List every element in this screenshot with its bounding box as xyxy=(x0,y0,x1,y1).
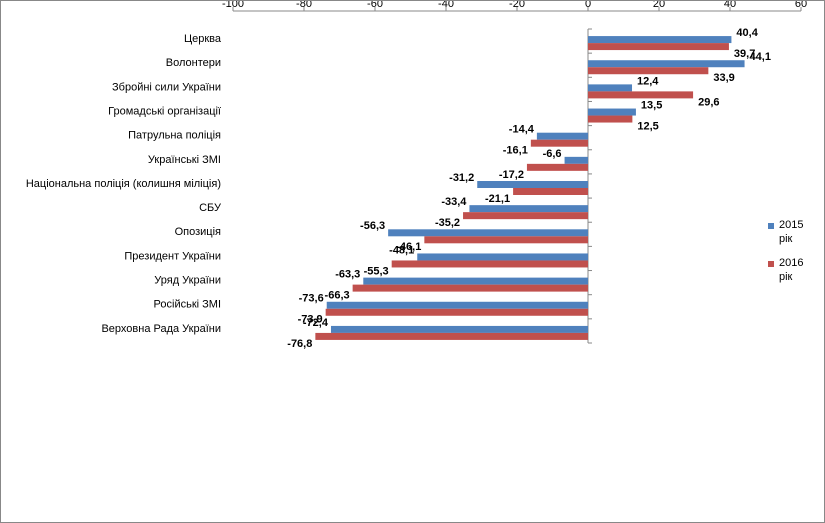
bar xyxy=(315,332,588,340)
value-label: -21,1 xyxy=(485,193,510,205)
x-tick-label: -80 xyxy=(296,1,312,10)
bar xyxy=(588,91,694,99)
bar xyxy=(463,212,588,220)
x-tick-label: -60 xyxy=(367,1,383,10)
bar xyxy=(477,181,588,188)
value-label: -6,6 xyxy=(543,148,562,160)
bar xyxy=(536,132,588,140)
bar xyxy=(588,108,636,116)
y-tick-label: Збройні сили України xyxy=(112,81,221,93)
y-tick-label: Російські ЗМІ xyxy=(154,299,221,311)
x-tick-label: -100 xyxy=(222,1,244,10)
bar xyxy=(530,139,588,147)
bar xyxy=(513,188,588,195)
y-tick-label: Волонтери xyxy=(166,57,221,69)
value-label: 13,5 xyxy=(641,99,662,111)
legend-swatch xyxy=(768,261,774,267)
bar xyxy=(588,115,633,123)
y-tick-label: Національна поліція (колишня міліція) xyxy=(26,178,221,190)
y-tick-label: Опозиція xyxy=(175,226,221,238)
value-label: 39,7 xyxy=(734,48,755,60)
value-label: -56,3 xyxy=(360,220,385,232)
y-tick-label: СБУ xyxy=(199,202,222,214)
value-label: -17,2 xyxy=(499,169,524,181)
value-label: 40,4 xyxy=(736,27,758,39)
x-tick-label: 40 xyxy=(724,1,736,10)
y-tick-label: Громадські організації xyxy=(108,105,221,117)
bar xyxy=(588,60,745,68)
bar xyxy=(352,284,588,292)
y-tick-label: Патрульна поліція xyxy=(128,130,221,142)
value-label: 12,4 xyxy=(637,75,659,87)
value-label: 12,5 xyxy=(637,120,658,132)
legend-label: 2016 рік xyxy=(779,257,804,283)
bar xyxy=(526,163,588,171)
bar xyxy=(588,36,732,44)
y-tick-label: Верховна Рада України xyxy=(101,323,221,335)
legend-label: 2015 рік xyxy=(779,219,804,245)
value-label: 29,6 xyxy=(698,96,719,108)
value-label: -66,3 xyxy=(325,290,350,302)
bar xyxy=(424,236,588,244)
y-tick-label: Уряд України xyxy=(154,275,221,287)
value-label: -55,3 xyxy=(364,265,389,277)
x-tick-label: -20 xyxy=(509,1,525,10)
value-label: -73,6 xyxy=(299,293,324,305)
bar xyxy=(363,277,588,285)
bar xyxy=(588,67,709,75)
bar xyxy=(330,325,588,333)
value-label: -48,1 xyxy=(389,244,414,256)
y-tick-label: Церква xyxy=(184,33,222,45)
value-label: 44,1 xyxy=(750,51,771,63)
bar xyxy=(391,260,588,268)
value-label: 33,9 xyxy=(713,72,734,84)
value-label: -73,9 xyxy=(298,314,323,326)
bar xyxy=(388,229,588,237)
value-label: -72,4 xyxy=(303,317,329,329)
x-tick-label: 20 xyxy=(653,1,665,10)
bar xyxy=(326,301,588,309)
x-tick-label: 60 xyxy=(795,1,807,10)
bar xyxy=(417,253,588,261)
bar xyxy=(588,43,729,51)
value-label: -46,1 xyxy=(396,241,421,253)
value-label: -63,3 xyxy=(335,269,360,281)
x-tick-label: -40 xyxy=(438,1,454,10)
y-tick-label: Президент України xyxy=(124,250,221,262)
value-label: -31,2 xyxy=(449,172,474,184)
legend-swatch xyxy=(768,223,774,229)
value-label: -16,1 xyxy=(503,145,528,157)
value-label: -33,4 xyxy=(441,196,467,208)
bar xyxy=(588,84,633,92)
y-tick-label: Українські ЗМІ xyxy=(148,154,221,166)
bar xyxy=(564,156,588,164)
value-label: -14,4 xyxy=(509,124,535,136)
bar xyxy=(325,308,588,316)
x-tick-label: 0 xyxy=(585,1,591,10)
value-label: -35,2 xyxy=(435,217,460,229)
value-label: -76,8 xyxy=(287,338,312,350)
bar xyxy=(469,205,588,213)
